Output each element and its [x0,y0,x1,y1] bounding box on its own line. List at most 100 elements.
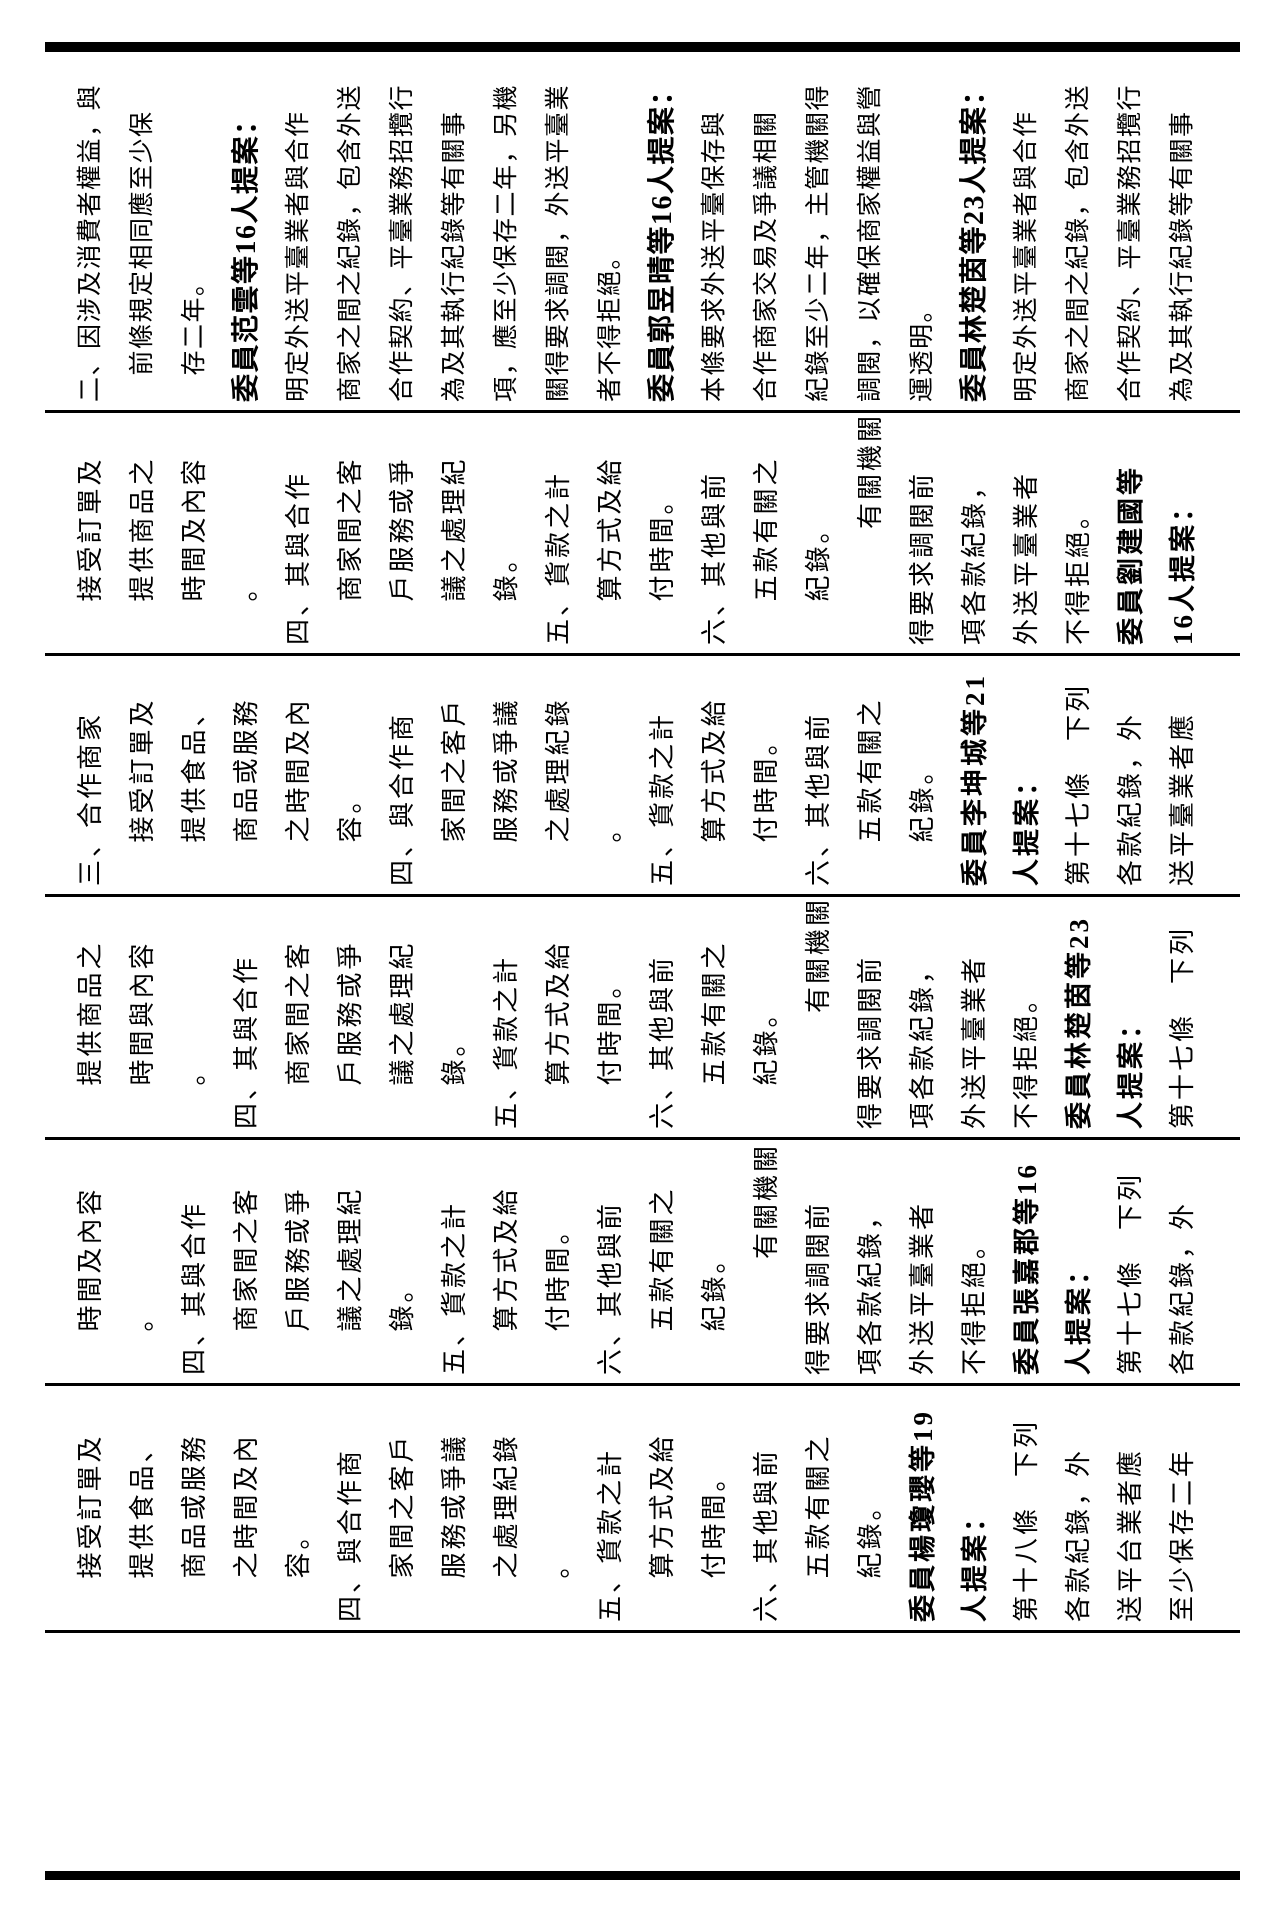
text-line: 六、其他與前 [648,954,677,1129]
text-line: 付時間。 [596,969,625,1086]
text-line: 不得拒絕。 [960,1229,989,1375]
text-line: 。 [232,572,261,602]
text-line: 各款紀錄，外 [1064,1447,1093,1622]
text-line: 委員劉建國等 [1116,465,1146,645]
text-line: 項，應至少保存二年，另機 [493,83,520,402]
text-line: 外送平臺業者 [908,1200,937,1375]
text-line: 付時間。 [700,1462,729,1579]
text-line: 。 [596,813,625,843]
text-line: 委員郭昱晴等16人提案： [647,75,678,402]
table-cell-band-6: 接受訂單及 提供食品、 商品或服務 之時間及內 容。 四、與合作商 家間之客戶 服務或爭議 之處… [45,1383,1240,1630]
text-line: 商家間之客 [284,940,313,1086]
text-line: 時間與內容 [128,940,157,1086]
text-line: 付時間。 [544,1215,573,1332]
text-line: 四、與合作商 [336,1447,365,1622]
text-line: 商家之間之紀錄，包含外送 [1065,83,1092,402]
table-cell-band-4: 提供商品之 時間與內容。四、其與合作 商家間之客 戶服務或爭 議之處理紀 錄。 五、貨款之計… [45,894,1240,1137]
text-line: 明定外送平臺業者與合作 [285,110,312,402]
table-cell-band-1: 二、因涉及消費者權益，與 前條規定相同應至少保 存二年。 委員范雲等16人提案： 明定外… [45,70,1240,410]
text-line: 人提案： [1116,1009,1146,1129]
text-line: 議之處理紀 [388,940,417,1086]
text-line: 四、其與合作 [180,1200,209,1375]
text-line: 得要求調閱前 [856,954,885,1129]
text-line: 時間及內容 [180,456,209,602]
text-line: 關得要求調閱，外送平臺業 [545,83,572,402]
table-cell-band-5: 時間及內容。四、其與合作 商家間之客 戶服務或爭 議之處理紀 錄。 五、貨款之計 算方式及給… [45,1137,1240,1383]
text-line: 委員李坤城等21 [960,673,990,886]
text-line: 委員楊瓊瓔等19 [908,1409,938,1622]
text-line: 服務或爭議 [440,1433,469,1579]
text-line: 四、與合作商 [388,711,417,886]
text-line: 三、合作商家 [76,711,105,886]
text-line: 五、貨款之計 [440,1200,469,1375]
text-line: 六、其他與前 [804,711,833,886]
text-line: 16人提案： [1168,492,1198,645]
text-line: 五款有關之 [648,1186,677,1332]
text-line: 有關機關 [856,412,885,529]
text-line: 外送平臺業者 [1012,470,1041,645]
text-line: 議之處理紀 [440,456,469,602]
text-line: 錄。 [388,1273,417,1332]
text-line: 戶服務或爭 [336,940,365,1086]
text-line: 本條要求外送平臺保存與 [701,110,728,402]
text-line: 合作契約、平臺業務招攬行 [1117,83,1144,402]
text-line: 合作契約、平臺業務招攬行 [389,83,416,402]
text-line: 至少保存二年 [1168,1447,1197,1622]
text-line: 為及其執行紀錄等有關事 [441,110,468,402]
text-line: 錄。 [440,1027,469,1086]
text-line: 項各款紀錄， [908,954,937,1129]
text-line: 容。 [336,784,365,843]
text-line: 。 [128,1302,157,1332]
text-line: 第十七條 下列 [1064,682,1093,886]
text-line: 五款有關之 [752,456,781,602]
text-line: 項各款紀錄， [856,1200,885,1375]
text-line: 之時間及內 [232,1433,261,1579]
text-line: 紀錄。 [752,998,781,1086]
text-line: 六、其他與前 [752,1447,781,1622]
text-line: 為及其執行紀錄等有關事 [1169,110,1196,402]
text-line: 之處理紀錄 [544,697,573,843]
text-line: 議之處理紀 [336,1186,365,1332]
text-line: 算方式及給 [700,697,729,843]
text-line: 委員張嘉郡等16 [1012,1162,1042,1375]
table-cell-blank [45,1630,1240,1871]
text-line: 六、其他與前 [596,1200,625,1375]
rotated-table-sheet: 接受訂單及 提供食品、 商品或服務 之時間及內 容。 四、與合作商 家間之客戶 服務或爭議 之處… [45,42,1240,1880]
text-line: 家間之客戶 [440,697,469,843]
text-line: 紀錄。 [908,755,937,843]
text-line: 委員林楚茵等23人提案： [959,75,990,402]
text-line: 紀錄至少二年，主管機關得 [805,83,832,402]
text-line: 時間及內容 [76,1186,105,1332]
text-line: 項各款紀錄， [960,470,989,645]
text-line: 商家間之客 [336,456,365,602]
text-line: 五、貨款之計 [648,711,677,886]
text-line: 送平台業者應 [1116,1447,1145,1622]
text-line: 算方式及給 [544,940,573,1086]
text-line: 人提案： [1012,766,1042,886]
text-line: 算方式及給 [492,1186,521,1332]
text-line: 合作商家交易及爭議相關 [753,110,780,402]
text-line: 委員范雲等16人提案： [231,105,262,402]
text-line: 家間之客戶 [388,1433,417,1579]
text-line: 之時間及內 [284,697,313,843]
text-line: 商家間之客 [232,1186,261,1332]
text-line: 第十七條 下列 [1116,1171,1145,1375]
text-line: 容。 [284,1520,313,1579]
table-cell-band-2: 接受訂單及 提供商品之 時間及內容。四、其與合作 商家間之客 戶服務或爭 議之處理紀 錄。五… [45,410,1240,653]
text-line: 送平臺業者應 [1168,711,1197,886]
text-line: 外送平臺業者 [960,954,989,1129]
text-line: 紀錄。 [700,1244,729,1332]
text-line: 五、貨款之計 [596,1447,625,1622]
text-line: 戶服務或爭 [388,456,417,602]
text-line: 前條規定相同應至少保 [129,110,156,376]
text-line: 不得拒絕。 [1012,983,1041,1129]
text-line: 商品或服務 [180,1433,209,1579]
text-line: 提供商品之 [128,456,157,602]
text-line: 各款紀錄，外 [1168,1200,1197,1375]
text-line: 戶服務或爭 [284,1186,313,1332]
text-line: 紀錄。 [856,1491,885,1579]
text-line: 接受訂單及 [76,456,105,602]
text-line: 提供食品、 [180,697,209,843]
text-line: 六、其他與前 [700,470,729,645]
